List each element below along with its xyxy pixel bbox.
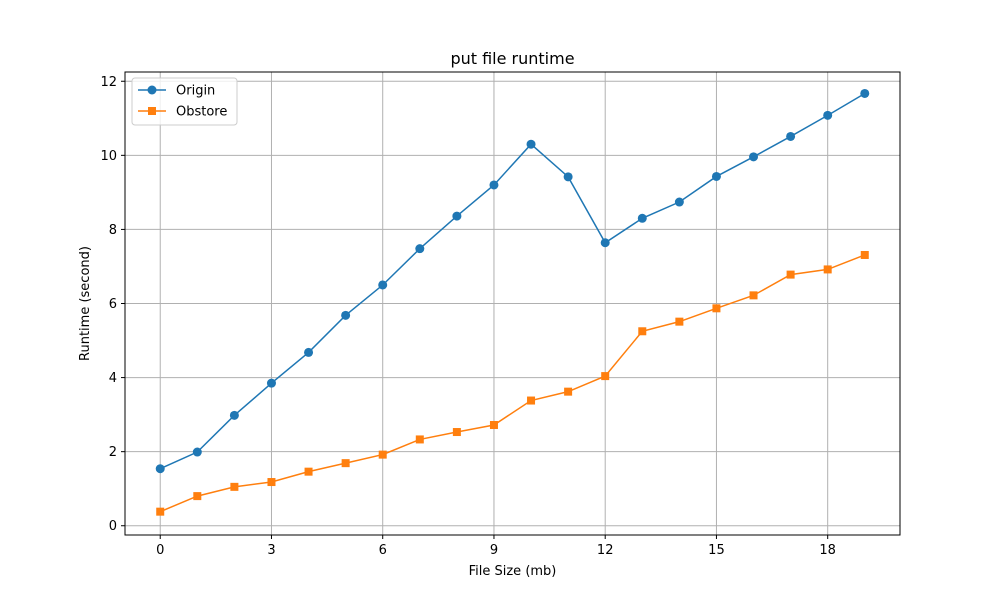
data-point-obstore <box>341 459 350 468</box>
data-point-origin <box>823 110 833 120</box>
series-layer <box>155 88 870 516</box>
data-point-origin <box>489 180 499 190</box>
data-point-origin <box>378 280 388 290</box>
data-point-obstore <box>489 420 498 429</box>
chart-title: put file runtime <box>450 49 574 68</box>
data-point-obstore <box>712 304 721 313</box>
data-point-origin <box>452 211 462 221</box>
series-origin <box>155 88 870 474</box>
grid <box>125 72 900 535</box>
data-point-obstore <box>527 396 536 405</box>
legend-label-obstore: Obstore <box>176 105 227 120</box>
data-point-obstore <box>304 467 313 476</box>
x-axis-label: File Size (mb) <box>469 564 557 579</box>
data-point-origin <box>192 447 202 457</box>
data-point-origin <box>155 464 165 474</box>
data-point-origin <box>786 131 796 141</box>
data-point-obstore <box>860 250 869 259</box>
data-point-origin <box>526 139 536 149</box>
y-tick-label: 12 <box>100 75 117 90</box>
data-point-obstore <box>601 372 610 381</box>
data-point-obstore <box>638 327 647 336</box>
x-tick-label: 9 <box>490 543 498 558</box>
data-point-origin <box>674 197 684 207</box>
y-tick-label: 6 <box>109 297 117 312</box>
legend-marker-obstore <box>148 107 156 115</box>
data-point-obstore <box>749 291 758 300</box>
data-point-origin <box>304 347 314 357</box>
x-tick-label: 3 <box>267 543 275 558</box>
y-tick-label: 4 <box>109 371 117 386</box>
data-point-origin <box>711 171 721 181</box>
data-point-obstore <box>564 387 573 396</box>
x-tick-label: 18 <box>819 543 836 558</box>
data-point-origin <box>229 410 239 420</box>
data-point-obstore <box>267 478 276 487</box>
data-point-origin <box>860 88 870 98</box>
legend: Origin Obstore <box>131 77 238 126</box>
data-point-obstore <box>786 270 795 279</box>
series-obstore <box>156 250 869 516</box>
data-point-obstore <box>823 265 832 274</box>
series-line-origin <box>159 92 866 470</box>
legend-marker-origin <box>147 85 157 95</box>
x-tick-label: 12 <box>597 543 614 558</box>
y-tick-label: 0 <box>109 519 117 534</box>
data-point-obstore <box>452 428 461 437</box>
data-point-obstore <box>378 450 387 459</box>
data-point-origin <box>600 238 610 248</box>
data-point-origin <box>341 310 351 320</box>
legend-label-origin: Origin <box>176 84 215 99</box>
data-point-origin <box>266 378 276 388</box>
data-point-obstore <box>415 435 424 444</box>
x-tick-label: 15 <box>708 543 725 558</box>
x-tick-label: 0 <box>156 543 164 558</box>
ticks: 0 3 6 9 12 15 18 0 2 4 6 8 10 12 <box>100 75 836 558</box>
y-tick-label: 10 <box>100 149 117 164</box>
data-point-origin <box>563 172 573 182</box>
x-tick-label: 6 <box>379 543 387 558</box>
data-point-obstore <box>230 482 239 491</box>
y-axis-label: Runtime (second) <box>78 246 93 361</box>
y-tick-label: 2 <box>109 445 117 460</box>
series-line-obstore <box>159 254 866 513</box>
data-point-obstore <box>193 492 202 501</box>
y-tick-label: 8 <box>109 223 117 238</box>
data-point-obstore <box>156 507 165 516</box>
data-point-origin <box>637 213 647 223</box>
data-point-origin <box>415 244 425 254</box>
data-point-obstore <box>675 317 684 326</box>
data-point-origin <box>749 152 759 162</box>
